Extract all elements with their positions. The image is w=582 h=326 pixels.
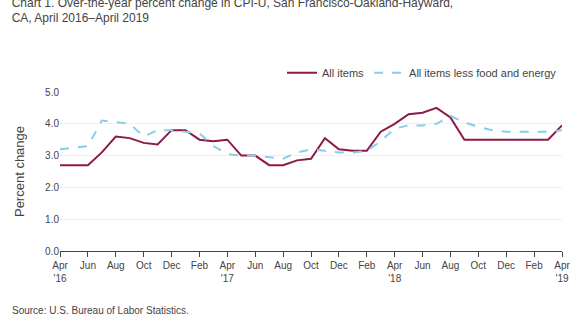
svg-text:Oct: Oct — [471, 260, 487, 271]
svg-text:Apr'18: Apr'18 — [387, 260, 403, 284]
svg-text:0.0: 0.0 — [45, 246, 59, 257]
svg-text:Oct: Oct — [136, 260, 152, 271]
svg-text:Apr'17: Apr'17 — [220, 260, 236, 284]
svg-text:All items less food and energy: All items less food and energy — [409, 67, 556, 79]
svg-text:2.0: 2.0 — [45, 182, 59, 193]
svg-text:Aug: Aug — [274, 260, 292, 271]
svg-text:Chart 1. Over-the-year percent: Chart 1. Over-the-year percent change in… — [12, 0, 454, 25]
svg-text:Dec: Dec — [497, 260, 515, 271]
svg-text:Feb: Feb — [191, 260, 209, 271]
svg-text:Jun: Jun — [80, 260, 96, 271]
svg-text:4.0: 4.0 — [45, 118, 59, 129]
svg-text:Feb: Feb — [358, 260, 376, 271]
svg-text:Dec: Dec — [330, 260, 348, 271]
svg-text:Aug: Aug — [442, 260, 460, 271]
svg-text:Source: U.S. Bureau of Labor S: Source: U.S. Bureau of Labor Statistics. — [12, 305, 189, 316]
svg-text:Aug: Aug — [107, 260, 125, 271]
svg-text:Apr'19: Apr'19 — [554, 260, 570, 284]
svg-text:Apr'16: Apr'16 — [52, 260, 68, 284]
svg-text:3.0: 3.0 — [45, 150, 59, 161]
svg-text:5.0: 5.0 — [45, 87, 59, 98]
svg-text:Jun: Jun — [414, 260, 430, 271]
svg-text:Dec: Dec — [163, 260, 181, 271]
svg-text:Percent change: Percent change — [12, 126, 27, 217]
svg-text:Jun: Jun — [247, 260, 263, 271]
svg-text:All items: All items — [322, 67, 364, 79]
svg-text:Feb: Feb — [525, 260, 543, 271]
svg-text:1.0: 1.0 — [45, 214, 59, 225]
svg-text:Oct: Oct — [303, 260, 319, 271]
